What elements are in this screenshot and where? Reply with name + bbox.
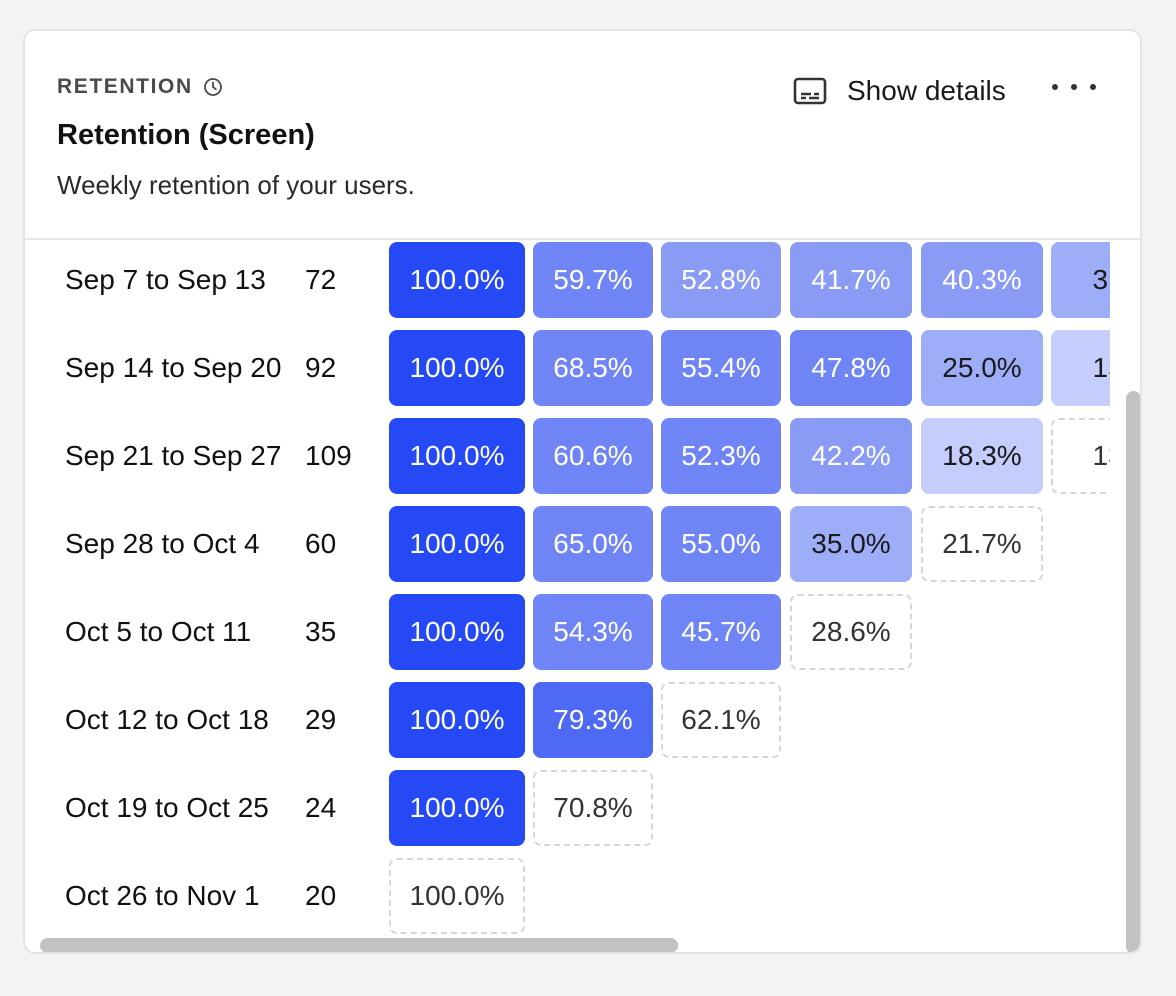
show-details-button[interactable]: Show details <box>793 71 1006 111</box>
retention-cell[interactable]: 35.0% <box>790 506 912 582</box>
retention-cell[interactable]: 100.0% <box>389 682 525 758</box>
retention-cells: 100.0% 79.3% 62.1% <box>389 682 1110 758</box>
retention-cells: 100.0%59.7%52.8%41.7%40.3%31. <box>389 242 1110 318</box>
retention-cell[interactable]: 68.5% <box>533 330 653 406</box>
retention-cell[interactable]: 100.0% <box>389 242 525 318</box>
cohort-date-label: Oct 5 to Oct 11 <box>65 594 251 670</box>
table-row: Sep 21 to Sep 27 109 100.0% 60.6% 52.3% 42.2%… <box>25 418 1140 494</box>
cohort-size: 109 <box>305 418 352 494</box>
cohort-date-label: Sep 28 to Oct 4 <box>65 506 260 582</box>
retention-cell[interactable]: 59.7% <box>533 242 653 318</box>
report-type-text: RETENTION <box>57 75 193 99</box>
report-type-label: RETENTION <box>57 75 223 99</box>
cohort-size: 29 <box>305 682 336 758</box>
cohort-date-label: Sep 21 to Sep 27 <box>65 418 281 494</box>
retention-cells: 100.0%60.6%52.3%42.2%18.3%13. <box>389 418 1110 494</box>
card-subtitle: Weekly retention of your users. <box>57 170 415 201</box>
cohort-size: 20 <box>305 858 336 934</box>
retention-cell[interactable]: 52.3% <box>661 418 781 494</box>
retention-cells: 100.0% 54.3% 45.7% 28.6% <box>389 594 1110 670</box>
retention-cell[interactable]: 25.0% <box>921 330 1043 406</box>
cohort-size: 24 <box>305 770 336 846</box>
table-row: Oct 26 to Nov 1 20 100.0% <box>25 858 1140 934</box>
table-row: Sep 28 to Oct 4 60 100.0% 65.0% 55.0% 35.0% 21… <box>25 506 1140 582</box>
subtitles-icon <box>793 77 827 105</box>
card-title: Retention (Screen) <box>57 119 315 152</box>
table-row: Oct 5 to Oct 11 35 100.0% 54.3% 45.7% 28.6% <box>25 594 1140 670</box>
table-row: Oct 12 to Oct 18 29 100.0% 79.3% 62.1% <box>25 682 1140 758</box>
retention-card: RETENTION Retention (Screen) Weekly rete… <box>23 29 1142 954</box>
cohort-size: 72 <box>305 242 336 318</box>
retention-cell[interactable]: 41.7% <box>790 242 912 318</box>
retention-cell[interactable]: 100.0% <box>389 770 525 846</box>
retention-cells: 100.0% <box>389 858 1110 934</box>
retention-cell[interactable]: 100.0% <box>389 330 525 406</box>
more-horizontal-icon-dot <box>1071 84 1077 90</box>
retention-cell[interactable]: 42.2% <box>790 418 912 494</box>
card-header: RETENTION Retention (Screen) Weekly rete… <box>25 31 1140 240</box>
retention-cells: 100.0% 70.8% <box>389 770 1110 846</box>
retention-cell[interactable]: 21.7% <box>921 506 1043 582</box>
cohort-date-label: Sep 14 to Sep 20 <box>65 330 281 406</box>
retention-cells: 100.0%68.5%55.4%47.8%25.0%15. <box>389 330 1110 406</box>
retention-cells: 100.0% 65.0% 55.0% 35.0% 21.7% <box>389 506 1110 582</box>
retention-cell[interactable]: 70.8% <box>533 770 653 846</box>
retention-cell[interactable]: 28.6% <box>790 594 912 670</box>
retention-cell[interactable]: 31. <box>1051 242 1110 318</box>
clock-icon[interactable] <box>203 77 223 97</box>
vertical-scrollbar[interactable] <box>1126 391 1141 954</box>
more-horizontal-icon-dot <box>1090 84 1096 90</box>
table-row: Sep 7 to Sep 13 72 100.0% 59.7% 52.8% 41.7% 40… <box>25 242 1140 318</box>
cohort-size: 92 <box>305 330 336 406</box>
retention-cell[interactable]: 18.3% <box>921 418 1043 494</box>
retention-cell[interactable]: 100.0% <box>389 418 525 494</box>
cohort-date-label: Oct 19 to Oct 25 <box>65 770 269 846</box>
retention-cell[interactable]: 79.3% <box>533 682 653 758</box>
show-details-label: Show details <box>847 75 1006 107</box>
retention-cell[interactable]: 55.0% <box>661 506 781 582</box>
retention-cell[interactable]: 100.0% <box>389 858 525 934</box>
retention-cell[interactable]: 62.1% <box>661 682 781 758</box>
retention-cell[interactable]: 100.0% <box>389 594 525 670</box>
horizontal-scrollbar[interactable] <box>40 938 678 953</box>
retention-table: Sep 7 to Sep 13 72 100.0% 59.7% 52.8% 41.7% 40… <box>25 240 1140 952</box>
retention-cell[interactable]: 40.3% <box>921 242 1043 318</box>
retention-cell[interactable]: 55.4% <box>661 330 781 406</box>
cohort-size: 60 <box>305 506 336 582</box>
retention-cell[interactable]: 52.8% <box>661 242 781 318</box>
cohort-date-label: Sep 7 to Sep 13 <box>65 242 266 318</box>
retention-cell[interactable]: 45.7% <box>661 594 781 670</box>
retention-cell[interactable]: 100.0% <box>389 506 525 582</box>
table-row: Sep 14 to Sep 20 92 100.0% 68.5% 55.4% 47.8% 2… <box>25 330 1140 406</box>
retention-cell[interactable]: 13. <box>1051 418 1110 494</box>
retention-cell[interactable]: 15. <box>1051 330 1110 406</box>
retention-cell[interactable]: 60.6% <box>533 418 653 494</box>
cohort-date-label: Oct 12 to Oct 18 <box>65 682 269 758</box>
retention-cell[interactable]: 47.8% <box>790 330 912 406</box>
table-row: Oct 19 to Oct 25 24 100.0% 70.8% <box>25 770 1140 846</box>
cohort-size: 35 <box>305 594 336 670</box>
cohort-date-label: Oct 26 to Nov 1 <box>65 858 260 934</box>
more-horizontal-icon-dot <box>1052 84 1058 90</box>
retention-cell[interactable]: 65.0% <box>533 506 653 582</box>
retention-cell[interactable]: 54.3% <box>533 594 653 670</box>
more-options-button[interactable] <box>1052 73 1096 101</box>
